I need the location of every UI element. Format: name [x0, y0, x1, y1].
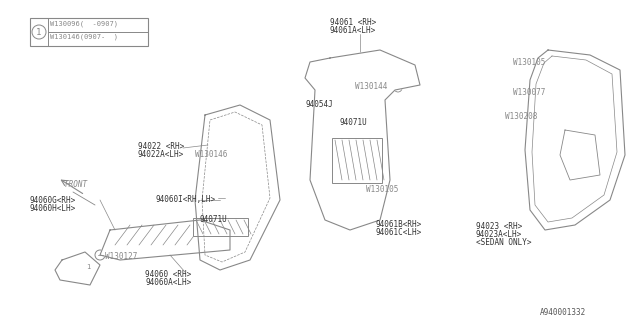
- Text: 94061A<LH>: 94061A<LH>: [330, 26, 376, 35]
- FancyBboxPatch shape: [193, 218, 248, 236]
- Text: W130146: W130146: [195, 150, 227, 159]
- Text: W130208: W130208: [505, 112, 538, 121]
- Text: W130146(0907-  ): W130146(0907- ): [50, 33, 118, 39]
- Text: W130144: W130144: [355, 82, 387, 91]
- Text: A940001332: A940001332: [540, 308, 586, 317]
- Polygon shape: [100, 220, 230, 260]
- Text: FRONT: FRONT: [65, 180, 88, 189]
- Text: 94060H<LH>: 94060H<LH>: [30, 204, 76, 213]
- Text: 94060G<RH>: 94060G<RH>: [30, 196, 76, 205]
- Text: W130105: W130105: [513, 58, 545, 67]
- Text: 94061B<RH>: 94061B<RH>: [375, 220, 421, 229]
- Text: W130127: W130127: [105, 252, 138, 261]
- Text: W130096(  -0907): W130096( -0907): [50, 20, 118, 27]
- Text: 94060 <RH>: 94060 <RH>: [145, 270, 191, 279]
- Text: 94023A<LH>: 94023A<LH>: [476, 230, 522, 239]
- Text: 94061 <RH>: 94061 <RH>: [330, 18, 376, 27]
- FancyBboxPatch shape: [30, 18, 148, 46]
- Polygon shape: [305, 50, 420, 230]
- FancyBboxPatch shape: [332, 138, 382, 183]
- Text: 1: 1: [86, 264, 90, 270]
- Polygon shape: [55, 252, 100, 285]
- Text: 94061C<LH>: 94061C<LH>: [375, 228, 421, 237]
- Text: 94022A<LH>: 94022A<LH>: [138, 150, 184, 159]
- Polygon shape: [525, 50, 625, 230]
- Text: 94071U: 94071U: [340, 118, 368, 127]
- Text: 94060A<LH>: 94060A<LH>: [145, 278, 191, 287]
- Text: 94071U: 94071U: [200, 215, 228, 224]
- Text: W130077: W130077: [513, 88, 545, 97]
- Text: 94023 <RH>: 94023 <RH>: [476, 222, 522, 231]
- Text: 94054J: 94054J: [305, 100, 333, 109]
- Polygon shape: [195, 105, 280, 270]
- Text: W130105: W130105: [366, 185, 398, 194]
- Text: 1: 1: [36, 28, 42, 37]
- Text: <SEDAN ONLY>: <SEDAN ONLY>: [476, 238, 531, 247]
- Text: 94022 <RH>: 94022 <RH>: [138, 142, 184, 151]
- Text: 94060I<RH,LH>: 94060I<RH,LH>: [155, 195, 215, 204]
